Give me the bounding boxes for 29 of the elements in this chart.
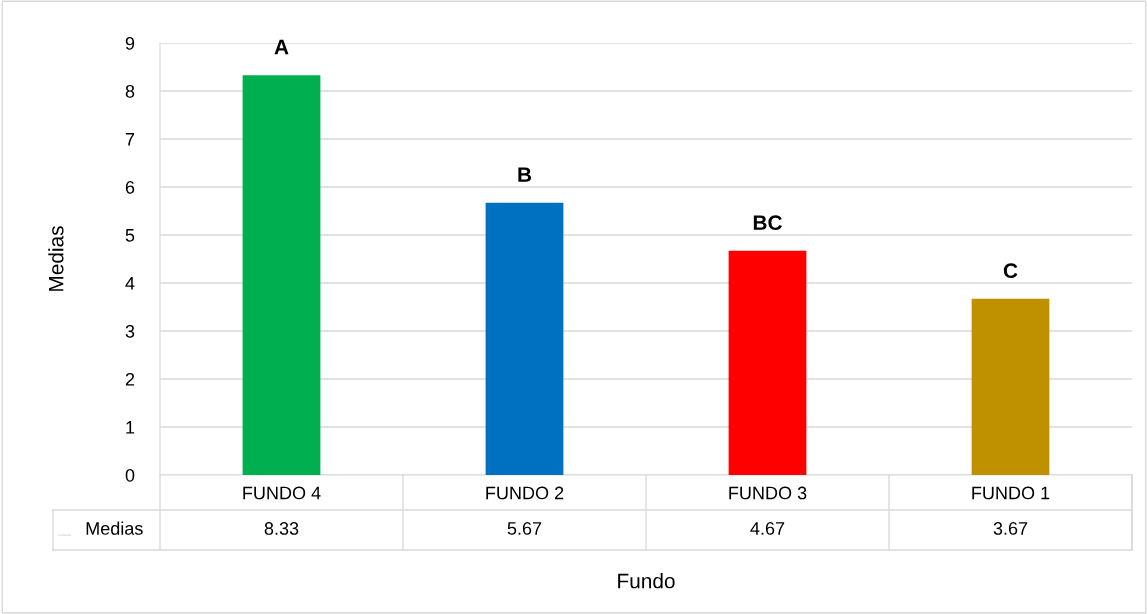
y-tick-label: 7 <box>125 133 135 146</box>
y-tick-label: 8 <box>125 84 135 98</box>
y-tick-label: 0 <box>125 468 135 482</box>
y-tick-label: 6 <box>125 180 135 194</box>
x-axis-title: Fundo <box>618 573 675 589</box>
y-tick-label: 4 <box>125 277 135 290</box>
annotation: BC <box>753 215 782 231</box>
data-label: 5.67 <box>507 522 542 535</box>
y-tick-label: 9 <box>125 36 135 50</box>
x-tick-label: FUNDO 4 <box>243 486 321 500</box>
bar <box>485 202 564 475</box>
text: Medias <box>86 521 143 535</box>
data-label: 8.33 <box>264 522 299 535</box>
y-tick-label: 2 <box>125 372 135 386</box>
bar <box>971 298 1050 475</box>
x-tick-label: FUNDO 3 <box>729 486 807 500</box>
bar <box>728 250 807 475</box>
y-tick-label: 5 <box>125 229 135 242</box>
data-label: 3.67 <box>993 522 1028 535</box>
data-label: 4.67 <box>750 522 785 535</box>
y-tick-label: 1 <box>126 421 135 434</box>
bar <box>242 75 321 475</box>
x-tick-label: FUNDO 1 <box>972 486 1050 500</box>
annotation: A <box>274 39 289 55</box>
annotation: C <box>1003 263 1018 279</box>
annotation: B <box>518 167 532 182</box>
x-tick-label: FUNDO 2 <box>486 486 564 500</box>
y-axis-title: Medias <box>48 226 64 291</box>
y-tick-label: 3 <box>125 324 135 338</box>
